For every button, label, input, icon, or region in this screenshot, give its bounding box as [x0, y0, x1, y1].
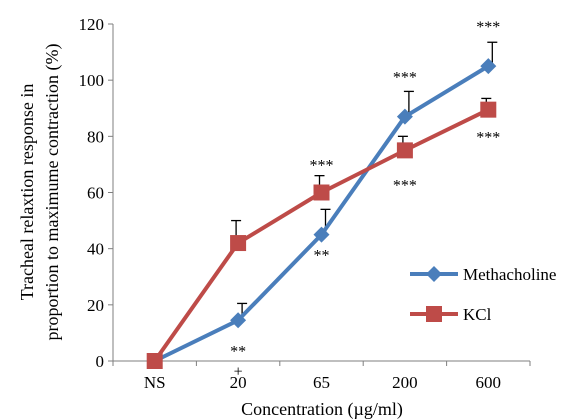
legend-marker-0	[426, 266, 442, 282]
legend: Methacholine KCl	[410, 265, 556, 324]
y-axis: 0 20 40 60 80 100 120	[79, 15, 114, 371]
y-tick-label: 0	[96, 352, 105, 371]
significance-label: ***	[476, 130, 500, 147]
y-axis-title: Tracheal relaxtion response in proportio…	[17, 44, 63, 341]
legend-marker-1	[426, 306, 442, 322]
x-tick-label: 200	[392, 373, 418, 392]
significance-label: ***	[393, 177, 417, 194]
data-point	[396, 108, 413, 125]
data-point	[313, 226, 330, 243]
series-markers	[146, 58, 497, 369]
y-tick-label: 120	[79, 15, 105, 34]
data-point	[313, 184, 330, 201]
y-axis-title-line-2: proportion to maximume contraction (%)	[42, 44, 63, 341]
x-tick-label: 20	[230, 373, 247, 392]
y-axis-title-line-1: Tracheal relaxtion response in	[17, 84, 37, 301]
legend-label-1: KCl	[463, 305, 492, 324]
x-tick-label: 65	[313, 373, 330, 392]
x-tick-label: 600	[476, 373, 502, 392]
x-tick-label: NS	[144, 373, 166, 392]
data-point	[146, 353, 163, 369]
data-point	[230, 235, 247, 252]
data-point	[396, 142, 413, 159]
x-axis-title: Concentration (µg/ml)	[241, 399, 403, 420]
y-tick-label: 60	[87, 184, 104, 203]
y-tick-label: 100	[79, 71, 105, 90]
data-point	[480, 58, 497, 75]
y-tick-label: 20	[87, 296, 104, 315]
significance-label: ***	[393, 70, 417, 87]
data-point	[230, 312, 247, 329]
y-tick-label: 80	[87, 127, 104, 146]
significance-annotations: **+*****************	[230, 19, 500, 380]
significance-label: ***	[310, 158, 334, 175]
legend-label-0: Methacholine	[463, 265, 556, 284]
y-tick-label: 40	[87, 240, 104, 259]
x-axis: NS 20 65 200 600	[112, 360, 531, 392]
significance-label: **	[230, 343, 246, 360]
data-point	[480, 101, 497, 118]
significance-label: +	[234, 363, 243, 380]
significance-label: **	[314, 248, 330, 265]
significance-label: ***	[476, 19, 500, 36]
